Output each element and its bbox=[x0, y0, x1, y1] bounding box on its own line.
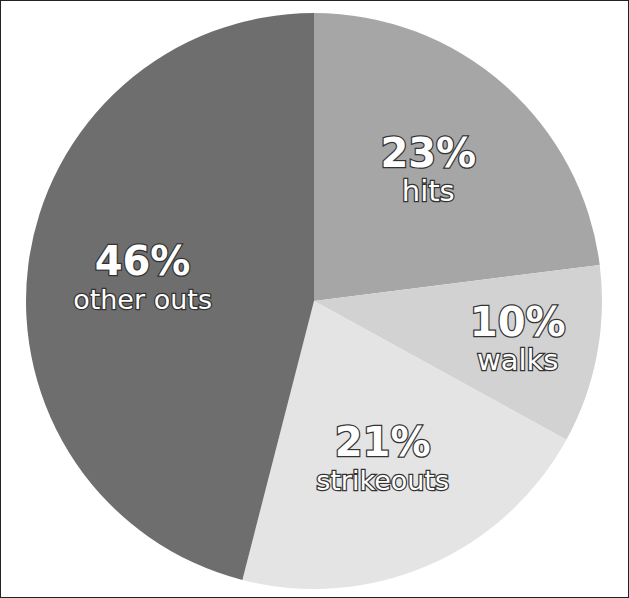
svg-text:other outs: other outs bbox=[73, 284, 212, 315]
svg-text:23%: 23% bbox=[380, 130, 476, 176]
svg-text:walks: walks bbox=[477, 343, 558, 377]
svg-text:strikeouts: strikeouts bbox=[316, 465, 449, 496]
svg-text:10%: 10% bbox=[470, 299, 566, 345]
svg-text:21%: 21% bbox=[335, 419, 431, 465]
svg-text:46%: 46% bbox=[95, 238, 191, 284]
svg-text:hits: hits bbox=[402, 174, 455, 208]
